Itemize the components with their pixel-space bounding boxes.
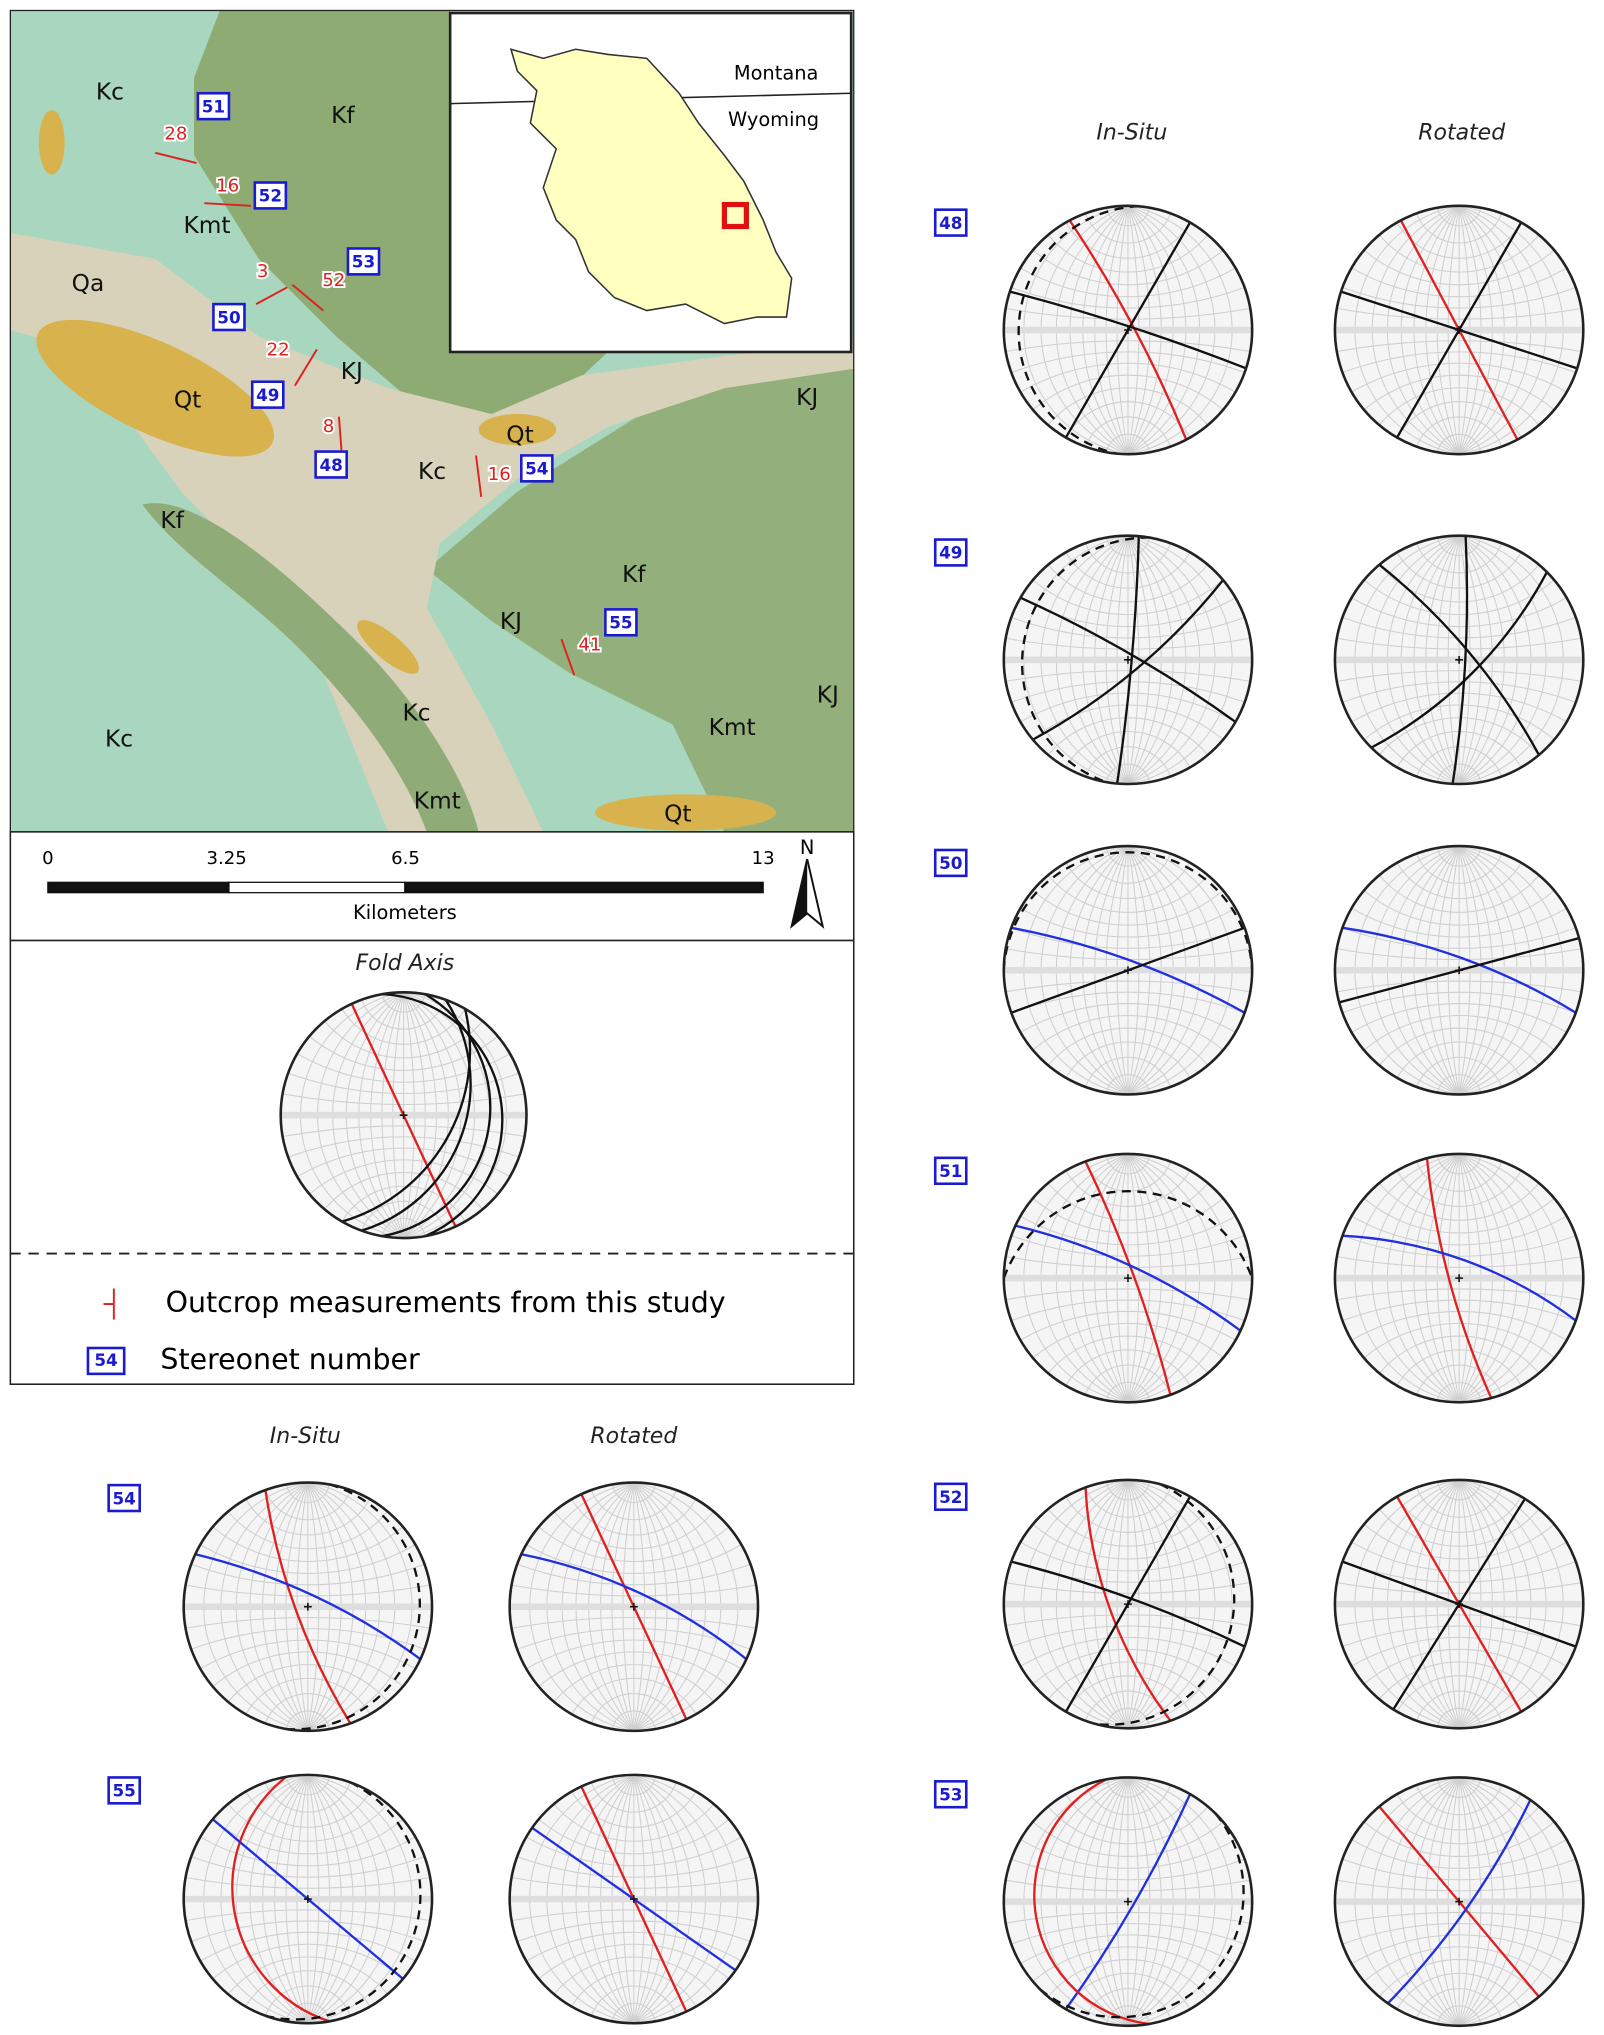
- column-header: In-Situ: [1096, 120, 1167, 145]
- station-label: 54: [525, 459, 548, 479]
- unit-label: Kmt: [709, 714, 756, 741]
- station-label: 49: [256, 385, 279, 405]
- station-label: 51: [202, 96, 225, 116]
- figure: Montana Wyoming Kilometers N Fold Axis O…: [0, 0, 1604, 2035]
- unit-label: Kf: [160, 507, 184, 534]
- station-label: 52: [259, 186, 282, 206]
- column-header: Rotated: [590, 1424, 678, 1449]
- stereonet-number: 50: [939, 853, 962, 873]
- unit-label: KJ: [500, 608, 522, 635]
- unit-label: KJ: [817, 682, 839, 709]
- dip-label: 22: [267, 340, 290, 361]
- dip-label: 3: [257, 261, 269, 282]
- dip-label: 28: [164, 124, 187, 145]
- fold-axis-title: Fold Axis: [355, 951, 454, 976]
- unit-label: Qt: [506, 422, 533, 449]
- dip-label: 16: [488, 464, 511, 485]
- scale-tick-label: 6.5: [391, 848, 420, 869]
- unit-label: Kc: [96, 79, 124, 106]
- unit-label: Kmt: [183, 212, 230, 239]
- station-label: 55: [609, 613, 632, 633]
- stereonet-number: 55: [112, 1781, 135, 1801]
- unit-label: KJ: [796, 384, 818, 411]
- column-header: Rotated: [1418, 120, 1506, 145]
- page: Montana Wyoming Kilometers N Fold Axis O…: [0, 0, 1604, 2035]
- station-label: 53: [352, 252, 375, 272]
- unit-label: Kf: [331, 102, 355, 129]
- unit-label: Kmt: [414, 788, 461, 815]
- stereonet-number: 53: [939, 1785, 962, 1805]
- inset-map: Montana Wyoming: [450, 13, 851, 352]
- unit-label: Qa: [72, 270, 105, 297]
- geologic-map: Montana Wyoming: [10, 10, 853, 831]
- legend-label: Stereonet number: [160, 1343, 420, 1376]
- scale-segment: [405, 882, 763, 892]
- inset-label: Wyoming: [728, 108, 819, 131]
- scale-unit: Kilometers: [353, 901, 457, 924]
- unit-label: Qt: [664, 801, 691, 828]
- legend-label: Outcrop measurements from this study: [166, 1286, 726, 1319]
- stereonet-number: 49: [939, 543, 962, 563]
- scale-segment: [48, 882, 229, 892]
- column-header: In-Situ: [270, 1424, 341, 1449]
- scale-tick-label: 13: [752, 848, 775, 869]
- legend-symbol: 54: [94, 1350, 117, 1370]
- dip-label: 41: [578, 635, 601, 656]
- stereonet-number: 52: [939, 1487, 962, 1507]
- stereonet-number: 51: [939, 1161, 962, 1181]
- scale-tick-label: 0: [42, 848, 54, 869]
- north-label: N: [800, 836, 815, 859]
- unit-label: Kc: [418, 458, 446, 485]
- unit-label: Qt: [174, 387, 201, 414]
- stereonet-number: 48: [939, 213, 962, 233]
- inset-label: Montana: [734, 61, 819, 84]
- dip-label: 8: [323, 416, 335, 437]
- unit-label: Kc: [105, 726, 133, 753]
- dip-label: 52: [322, 270, 345, 291]
- station-label: 48: [319, 455, 342, 475]
- unit-label: KJ: [341, 358, 363, 385]
- stereonet-number: 54: [112, 1488, 135, 1508]
- dip-label: 16: [216, 175, 239, 196]
- unit-qt: [39, 110, 65, 175]
- unit-label: Kf: [622, 561, 646, 588]
- unit-label: Kc: [402, 700, 430, 727]
- station-label: 50: [217, 307, 240, 327]
- scale-segment: [229, 882, 405, 892]
- scale-tick-label: 3.25: [207, 848, 247, 869]
